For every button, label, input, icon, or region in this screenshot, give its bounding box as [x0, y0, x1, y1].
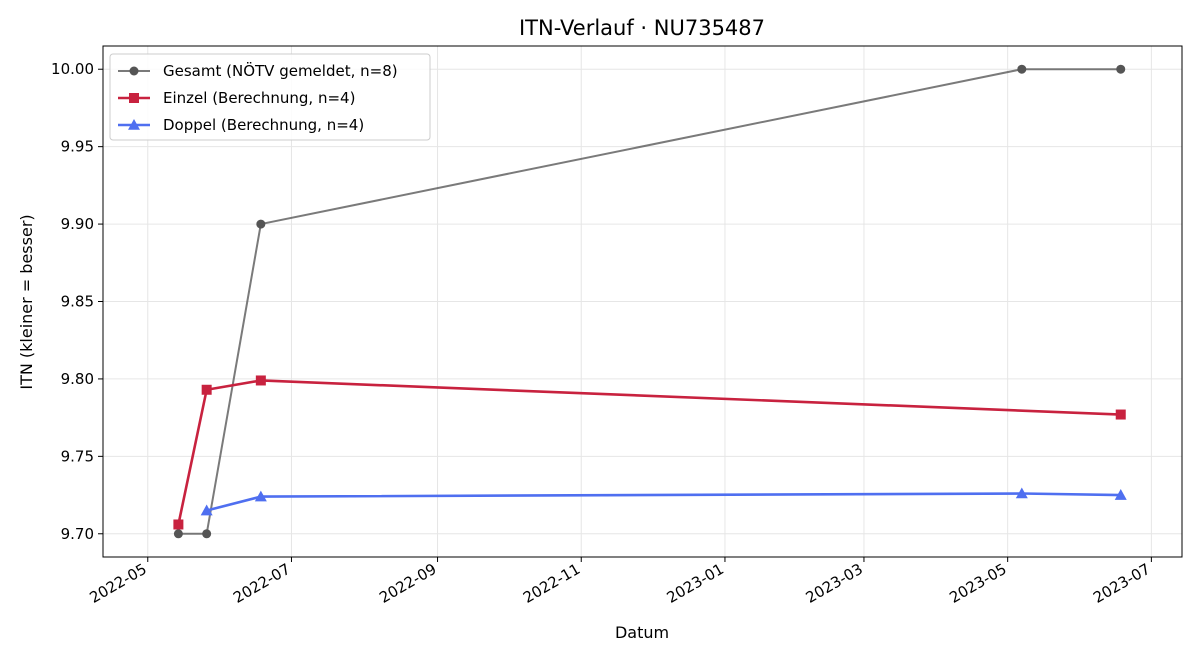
y-tick-label: 10.00 [51, 60, 94, 78]
series-triangle [200, 487, 1127, 516]
data-point [254, 490, 267, 502]
legend-item[interactable]: Einzel (Berechnung, n=4) [118, 89, 355, 107]
x-axis-label: Datum [615, 623, 669, 642]
legend-box [109, 53, 431, 141]
series-layer [173, 64, 1127, 539]
data-point [200, 504, 213, 516]
data-point [1114, 489, 1127, 500]
data-point [1017, 64, 1027, 74]
legend-item[interactable]: Doppel (Berechnung, n=4) [118, 116, 364, 134]
data-point [255, 375, 266, 386]
legend[interactable]: Gesamt (NÖTV gemeldet, n=8) Einzel (Berec… [109, 53, 431, 141]
data-point [173, 519, 184, 530]
data-point [201, 384, 212, 395]
series-line [206, 492, 1121, 512]
series-line [177, 379, 1121, 525]
legend-item[interactable]: Gesamt (NÖTV gemeldet, n=8) [118, 61, 398, 80]
data-point [202, 529, 212, 539]
y-tick-label: 9.70 [61, 525, 94, 543]
series-square [173, 375, 1126, 530]
legend-marker [129, 66, 139, 76]
data-point [256, 219, 266, 229]
data-point [1115, 409, 1126, 420]
y-tick-label: 9.85 [61, 293, 94, 311]
legend-label: Doppel (Berechnung, n=4) [163, 116, 364, 134]
data-point [1015, 487, 1028, 499]
legend-label: Gesamt (NÖTV gemeldet, n=8) [163, 61, 398, 80]
chart-title: ITN-Verlauf · NU735487 [519, 16, 765, 40]
data-point [173, 529, 183, 539]
data-point [1116, 64, 1126, 74]
y-tick-label: 9.90 [61, 215, 94, 233]
series-circle [173, 64, 1126, 539]
legend-label: Einzel (Berechnung, n=4) [163, 89, 355, 107]
legend-marker [128, 119, 140, 130]
legend-marker [129, 93, 139, 103]
y-tick-label: 9.95 [61, 138, 94, 156]
y-tick-label: 9.80 [61, 370, 94, 388]
y-tick-label: 9.75 [61, 447, 94, 465]
y-axis-label: ITN (kleiner = besser) [17, 214, 36, 389]
